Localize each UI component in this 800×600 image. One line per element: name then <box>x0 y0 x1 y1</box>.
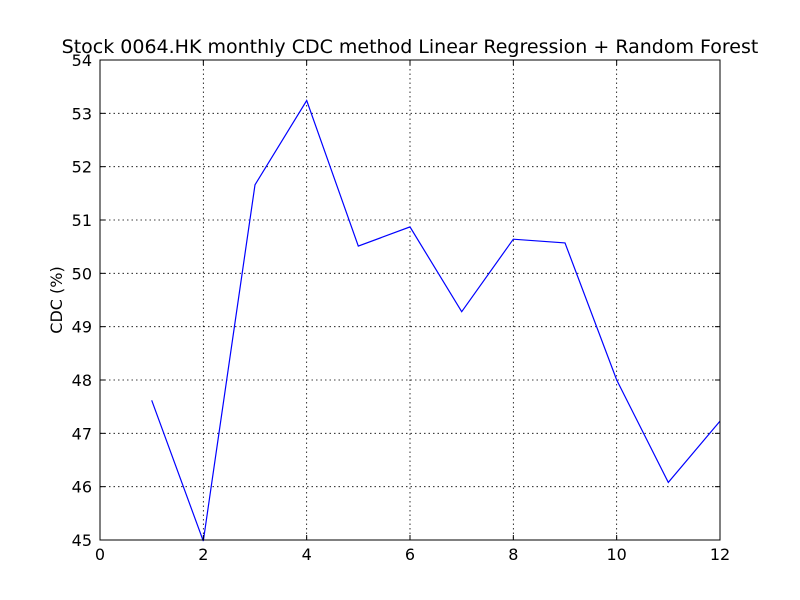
y-tick-label: 53 <box>72 104 92 123</box>
y-axis-label: CDC (%) <box>47 266 66 333</box>
y-tick-label: 46 <box>72 478 92 497</box>
y-axis-tick-labels: 45 46 47 48 49 50 51 52 53 54 <box>72 51 92 550</box>
y-tick-label: 51 <box>72 211 92 230</box>
x-tick-label: 12 <box>710 545 730 564</box>
y-tick-label: 52 <box>72 158 92 177</box>
x-tick-label: 0 <box>95 545 105 564</box>
y-tick-label: 45 <box>72 531 92 550</box>
x-tick-label: 8 <box>508 545 518 564</box>
chart-title: Stock 0064.HK monthly CDC method Linear … <box>62 36 759 58</box>
x-tick-label: 2 <box>198 545 208 564</box>
grid <box>99 59 721 541</box>
x-axis-tick-labels: 0 2 4 6 8 10 12 <box>95 545 730 564</box>
x-tick-label: 6 <box>405 545 415 564</box>
x-tick-label: 4 <box>302 545 312 564</box>
axis-ticks <box>99 59 721 541</box>
y-tick-label: 54 <box>72 51 92 70</box>
y-tick-label: 48 <box>72 371 92 390</box>
y-tick-label: 50 <box>72 264 92 283</box>
y-tick-label: 47 <box>72 424 92 443</box>
y-tick-label: 49 <box>72 318 92 337</box>
series-layer <box>151 99 721 542</box>
series-line <box>151 99 721 542</box>
x-tick-label: 10 <box>606 545 626 564</box>
